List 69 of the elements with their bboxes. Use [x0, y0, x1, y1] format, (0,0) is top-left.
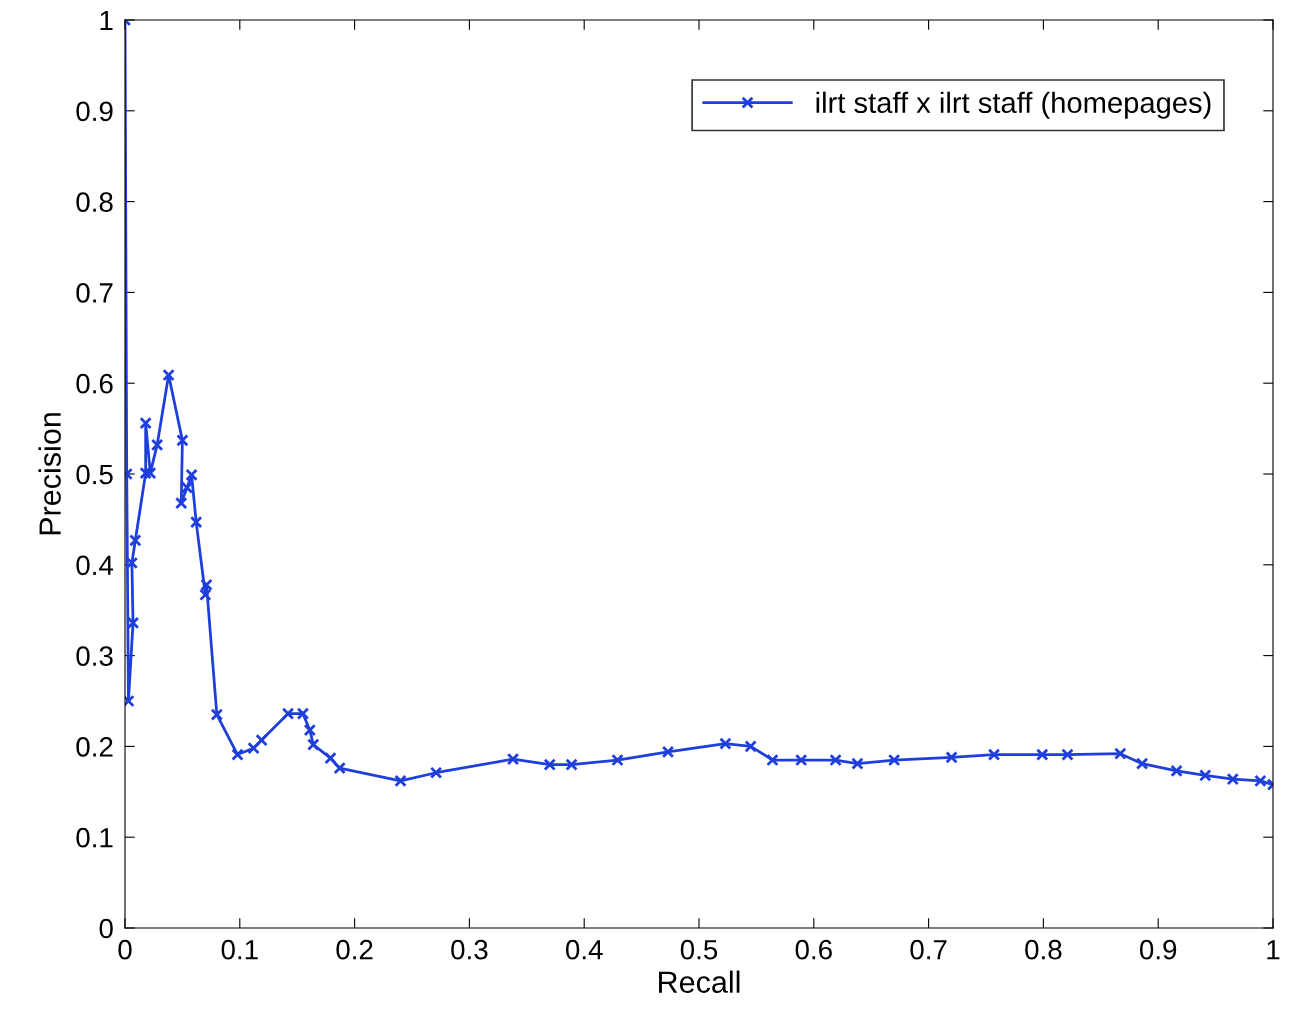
point [1061, 748, 1074, 761]
point [851, 757, 864, 770]
point [176, 434, 189, 447]
point [255, 733, 268, 747]
point [307, 738, 320, 751]
point [945, 751, 958, 764]
x-tick-label: 0.7 [910, 939, 947, 960]
point [185, 468, 198, 482]
x-tick-label: 0.3 [451, 939, 488, 960]
point [150, 438, 164, 452]
x-tick-label: 0.8 [1025, 939, 1062, 960]
point [247, 741, 260, 755]
point [333, 761, 346, 775]
point [210, 708, 224, 721]
x-tick-label: 0.5 [680, 939, 718, 960]
point [429, 766, 443, 779]
point [231, 748, 244, 761]
point [744, 740, 757, 753]
y-tick-label: 0.2 [76, 737, 113, 757]
x-tick-label: 0.6 [795, 939, 832, 960]
point [719, 737, 732, 750]
point [1199, 769, 1212, 782]
x-tick-label: 0.9 [1139, 939, 1177, 960]
point [139, 416, 152, 430]
point [1135, 757, 1149, 770]
x-tick-label: 1 [1267, 940, 1280, 960]
point [180, 481, 194, 494]
point [1036, 748, 1049, 761]
point [987, 748, 1001, 761]
y-tick-label: 1 [100, 10, 113, 31]
point [565, 758, 578, 771]
point [829, 753, 842, 767]
point [1226, 772, 1240, 786]
y-tick-label: 0.5 [76, 464, 113, 485]
x-axis-title: Recall [659, 970, 740, 993]
y-tick-label: 0.9 [76, 101, 113, 122]
point [200, 578, 213, 592]
y-tick-label: 0.8 [76, 192, 113, 212]
point [766, 753, 779, 767]
point [189, 515, 203, 529]
point [394, 774, 407, 788]
x-tick-label: 0 [118, 939, 132, 960]
point [296, 707, 310, 720]
point [175, 496, 188, 510]
y-axis-title: Precision [38, 413, 61, 535]
point [129, 534, 142, 547]
y-tick-label: 0.7 [76, 283, 113, 303]
y-tick-label: 0.3 [76, 646, 113, 666]
point [794, 753, 808, 767]
point [506, 752, 520, 766]
point [162, 368, 175, 382]
y-tick-label: 0.1 [76, 827, 113, 848]
y-tick-label: 0 [99, 918, 113, 939]
point [1114, 747, 1127, 760]
point [199, 588, 212, 602]
point [611, 753, 624, 767]
legend-label: ilrt staff x ilrt staff (homepages) [816, 91, 1211, 119]
point [543, 758, 557, 771]
y-tick-label: 0.4 [76, 555, 114, 576]
point [887, 753, 901, 767]
point [281, 707, 295, 720]
point [324, 751, 337, 765]
point [661, 745, 675, 759]
point [303, 723, 317, 737]
x-tick-label: 0.2 [336, 939, 373, 960]
point [1170, 764, 1183, 778]
x-tick-label: 0.4 [565, 939, 603, 960]
y-tick-label: 0.6 [76, 373, 113, 394]
x-tick-label: 0.1 [221, 939, 258, 960]
